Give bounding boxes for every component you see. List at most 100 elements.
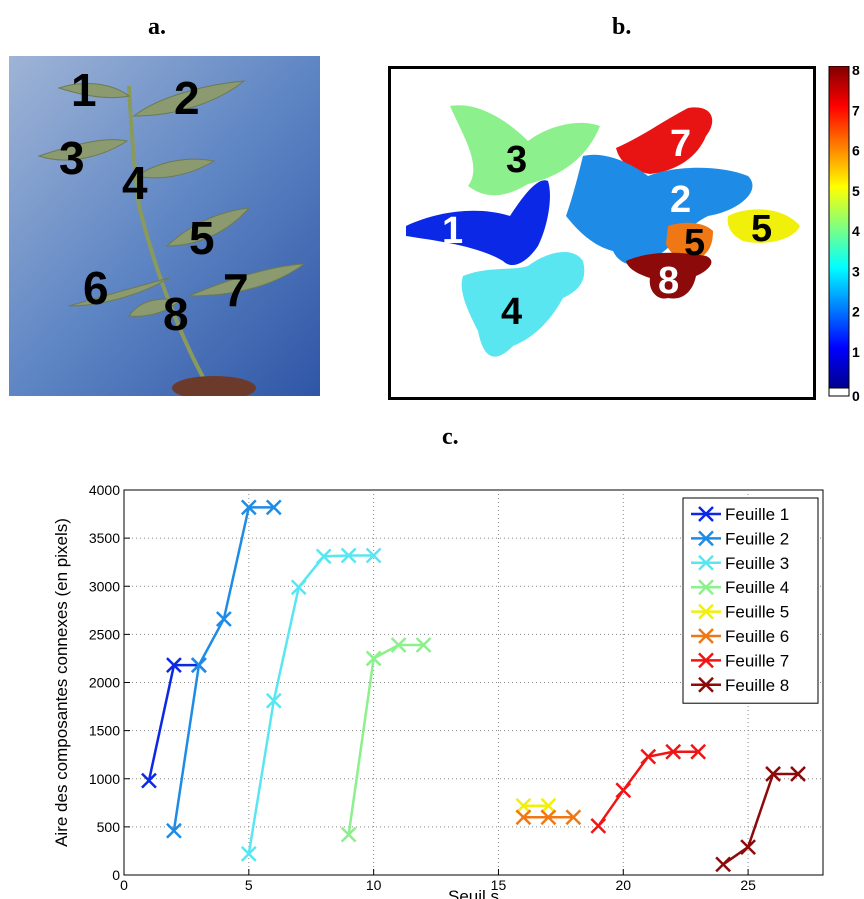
x-tick-label: 5 [245, 877, 253, 893]
legend-swatch-marker [698, 603, 714, 620]
seg-leaf-5-orange [666, 222, 713, 261]
legend-label: Feuille 7 [725, 651, 789, 670]
y-tick-label: 500 [97, 819, 121, 835]
data-point [240, 499, 257, 516]
data-point [265, 692, 282, 709]
colorbar: 0 1 2 3 4 5 6 7 8 [828, 66, 860, 404]
data-point [790, 766, 806, 782]
legend-entry: Feuille 3 [691, 554, 789, 573]
legend-label: Feuille 3 [725, 554, 789, 573]
series-6 [515, 809, 582, 826]
legend-label: Feuille 8 [725, 676, 789, 695]
segmentation-map: 3 7 2 1 5 5 8 4 [388, 66, 816, 400]
seg-number-4: 4 [501, 291, 522, 333]
colorbar-tick-label: 1 [852, 344, 860, 360]
seg-number-5-yellow: 5 [751, 208, 772, 250]
y-tick-label: 1000 [89, 771, 120, 787]
legend-label: Feuille 1 [725, 505, 789, 524]
x-tick-label: 15 [491, 877, 507, 893]
legend-swatch-marker [698, 530, 714, 547]
legend-entry: Feuille 5 [691, 603, 789, 622]
legend-swatch-marker [698, 579, 714, 596]
data-point [715, 856, 732, 873]
legend-entry: Feuille 6 [691, 627, 789, 646]
seg-leaf-1 [406, 180, 550, 266]
series-line [347, 643, 424, 835]
legend-box [682, 497, 819, 704]
threshold-area-chart: 0 5 10 15 20 25 0 500 1000 1500 2000 2500 3000 3500 40… [52, 482, 824, 899]
x-tick-label: 10 [366, 877, 382, 893]
data-point [665, 743, 682, 760]
photo-leaf-5 [165, 207, 251, 247]
data-point [365, 547, 382, 564]
series-2 [166, 499, 282, 839]
legend-swatch-marker [698, 506, 714, 522]
series-line [247, 554, 374, 855]
data-point [215, 611, 232, 627]
data-point [340, 547, 357, 564]
panel-label-b: b. [612, 14, 632, 40]
legend-entry: Feuille 1 [691, 505, 789, 524]
data-point [340, 826, 357, 843]
seg-number-3: 3 [506, 139, 527, 181]
data-point [240, 845, 257, 862]
data-point [540, 797, 557, 814]
data-point [365, 650, 382, 667]
x-tick-label: 20 [615, 877, 631, 893]
series-7 [590, 743, 707, 834]
seg-number-5-orange: 5 [684, 222, 705, 264]
colorbar-gradient [828, 66, 850, 389]
seg-leaf-7 [616, 107, 713, 174]
data-point [415, 637, 432, 653]
y-tick-label: 1500 [89, 723, 120, 739]
legend-label: Feuille 6 [725, 627, 789, 646]
photo-number-1: 1 [71, 64, 97, 116]
photo-number-3: 3 [59, 132, 85, 184]
series-4 [340, 637, 432, 843]
photo-leaf-3 [37, 139, 129, 161]
y-tick-label: 3500 [89, 530, 120, 546]
photo-number-8: 8 [163, 288, 189, 340]
legend-swatch-marker [698, 554, 714, 571]
data-point [515, 809, 532, 826]
photo-leaf-4 [135, 158, 216, 179]
seg-number-2: 2 [670, 179, 691, 221]
legend-label: Feuille 2 [725, 529, 789, 548]
plant-pot [172, 376, 256, 396]
photo-number-7: 7 [223, 264, 249, 316]
y-tick-label: 4000 [89, 482, 120, 498]
data-point [390, 637, 407, 653]
photo-number-5: 5 [189, 212, 215, 264]
y-tick-label: 3000 [89, 578, 120, 594]
legend-swatch-marker [698, 676, 714, 693]
data-point [191, 657, 207, 674]
photo-leaf-8 [128, 298, 180, 317]
photo-number-4: 4 [122, 157, 148, 209]
colorbar-tick-label: 0 [852, 388, 860, 404]
legend-label: Feuille 4 [725, 578, 789, 597]
legend-entry: Feuille 8 [691, 676, 789, 695]
seg-leaf-2 [566, 154, 753, 266]
seg-number-1: 1 [442, 210, 463, 252]
data-point [640, 748, 657, 765]
data-point [615, 782, 632, 799]
seg-leaf-8 [626, 252, 712, 299]
colorbar-zero-cell [828, 387, 850, 397]
data-point [265, 499, 282, 516]
y-tick-label: 0 [112, 867, 120, 883]
y-axis-label: Aire des composantes connexes (en pixels… [52, 518, 71, 847]
colorbar-tick-label: 7 [852, 102, 860, 118]
plant-stem [127, 85, 216, 396]
x-axis-label: Seuil s [448, 887, 499, 899]
data-point [290, 579, 307, 596]
data-point [315, 548, 332, 565]
data-point [540, 809, 557, 826]
seg-leaf-5-right [727, 209, 800, 243]
data-point [515, 797, 532, 814]
data-point [166, 822, 182, 839]
panel-label-c: c. [442, 424, 459, 450]
x-tick-label: 0 [120, 877, 128, 893]
plant-photo: 1 2 3 4 5 6 7 8 [9, 56, 320, 396]
legend-entry: Feuille 7 [691, 651, 789, 670]
photo-number-2: 2 [174, 72, 200, 124]
